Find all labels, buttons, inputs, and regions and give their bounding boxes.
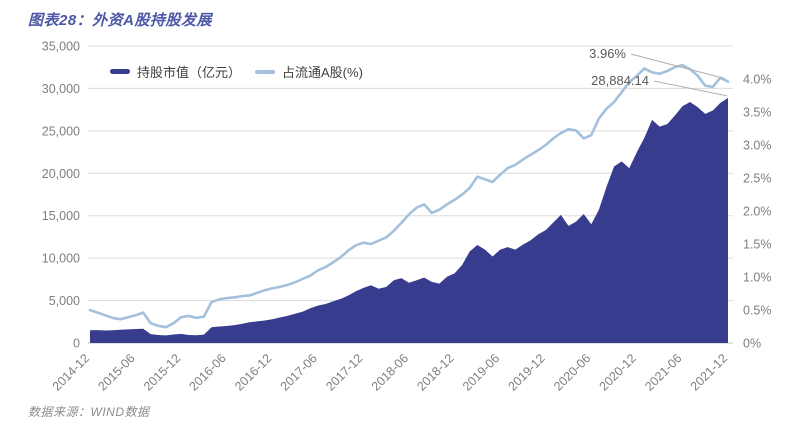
svg-text:2016-06: 2016-06 [186,351,228,393]
svg-text:20,000: 20,000 [42,167,80,181]
svg-text:1.5%: 1.5% [743,238,772,252]
legend-item-pct-float[interactable]: 占流通A股(%) [255,62,363,81]
svg-text:2.0%: 2.0% [743,205,772,219]
annotations: 3.96% 28,884.14 [589,46,728,97]
svg-text:35,000: 35,000 [42,40,80,54]
svg-text:2016-12: 2016-12 [232,351,274,393]
area-series-swatch-icon [110,69,130,74]
svg-text:2020-12: 2020-12 [597,351,639,393]
svg-text:2015-06: 2015-06 [95,351,137,393]
svg-text:3.0%: 3.0% [743,139,772,153]
svg-text:5,000: 5,000 [49,294,80,308]
svg-text:0%: 0% [743,337,761,351]
svg-text:25,000: 25,000 [42,124,80,138]
svg-text:2015-12: 2015-12 [141,351,183,393]
right-axis-labels: 0% 0.5% 1.0% 1.5% 2.0% 2.5% 3.0% 3.5% 4.0% [743,73,772,351]
left-axis-labels: 0 5,000 10,000 15,000 20,000 25,000 30,000 35,0… [42,40,80,351]
svg-text:2019-12: 2019-12 [505,351,547,393]
svg-text:0: 0 [73,337,80,351]
svg-text:10,000: 10,000 [42,252,80,266]
svg-text:2020-06: 2020-06 [551,351,593,393]
svg-text:4.0%: 4.0% [743,73,772,87]
svg-text:2021-06: 2021-06 [642,351,684,393]
x-axis-labels: 2014-12 2015-06 2015-12 2016-06 2016-12 2017-… [50,351,730,393]
svg-text:0.5%: 0.5% [743,304,772,318]
annotation-last-value: 28,884.14 [591,73,649,88]
svg-text:2021-12: 2021-12 [688,351,730,393]
svg-text:2018-06: 2018-06 [369,351,411,393]
legend-item-market-value[interactable]: 持股市值（亿元） [110,62,241,81]
line-series-pct-float[interactable] [88,63,730,329]
line-series-swatch-icon [255,69,276,74]
svg-text:2017-06: 2017-06 [278,351,320,393]
svg-text:30,000: 30,000 [42,82,80,96]
svg-text:2014-12: 2014-12 [50,351,92,393]
legend: 持股市值（亿元） 占流通A股(%) [110,62,363,81]
leader-line-pct [630,53,726,80]
legend-label-pct-float: 占流通A股(%) [282,65,363,80]
svg-text:1.0%: 1.0% [743,271,772,285]
area-series-market-value[interactable] [90,97,728,344]
svg-text:2.5%: 2.5% [743,172,772,186]
svg-text:15,000: 15,000 [42,209,80,223]
svg-text:2019-06: 2019-06 [460,351,502,393]
svg-text:2017-12: 2017-12 [323,351,365,393]
chart-title: 图表28：外资A股持股发展 [28,12,213,29]
svg-text:2018-12: 2018-12 [414,351,456,393]
leader-line-value [653,80,728,97]
data-source: 数据来源：WIND数据 [28,405,150,419]
annotation-last-pct: 3.96% [589,46,626,61]
svg-text:3.5%: 3.5% [743,106,772,120]
legend-label-market-value: 持股市值（亿元） [137,65,242,80]
